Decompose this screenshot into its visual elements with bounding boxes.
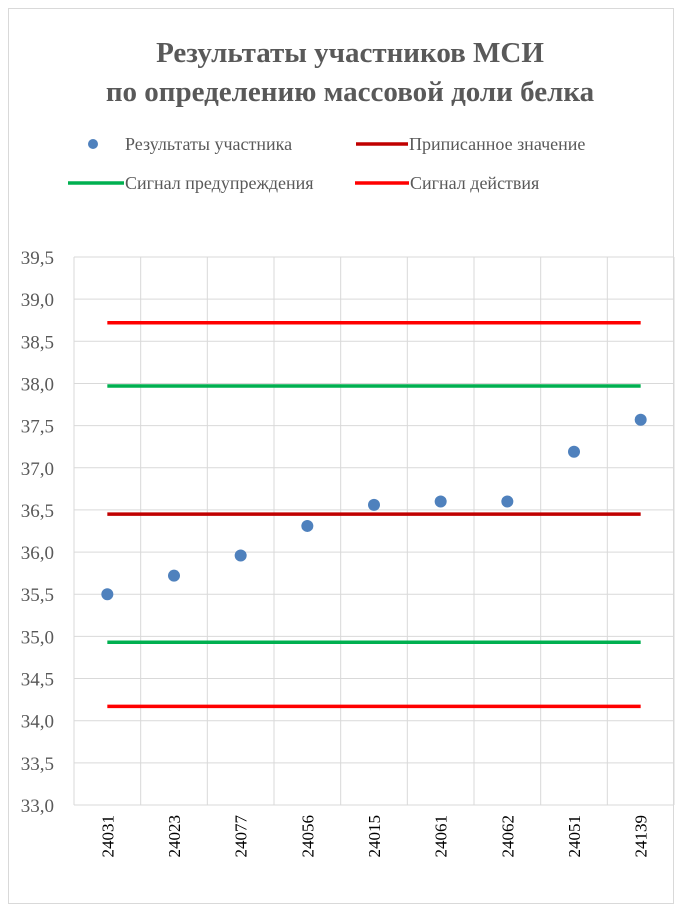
x-tick-label: 24023 — [165, 815, 184, 858]
legend-label-assigned: Приписанное значение — [409, 134, 585, 154]
plot-grid — [73, 256, 675, 806]
x-tick-label: 24077 — [232, 815, 251, 858]
x-tick-label: 24139 — [632, 815, 651, 858]
x-tick-label: 24051 — [565, 815, 584, 858]
data-point — [301, 519, 314, 532]
x-tick-label: 24056 — [298, 815, 317, 858]
y-tick-label: 35,5 — [21, 585, 54, 606]
x-tick-label: 24061 — [432, 815, 451, 858]
x-tick-label: 24031 — [98, 815, 117, 858]
y-tick-label: 37,0 — [21, 459, 54, 480]
data-point — [234, 549, 247, 562]
data-point — [568, 445, 580, 458]
chart-title-line-1: Результаты участников МСИ — [156, 37, 544, 69]
data-point — [168, 569, 180, 582]
y-tick-label: 39,5 — [21, 248, 54, 269]
x-tick-label: 24015 — [365, 815, 384, 858]
legend: Результаты участника Приписанное значени… — [68, 134, 585, 193]
legend-marker-results — [88, 139, 98, 149]
legend-label-action: Сигнал действия — [410, 173, 539, 193]
y-tick-label: 39,0 — [21, 290, 54, 311]
y-tick-label: 33,0 — [21, 796, 54, 817]
y-tick-label: 38,5 — [21, 332, 54, 353]
y-tick-label: 33,5 — [21, 754, 54, 775]
legend-label-results: Результаты участника — [125, 134, 292, 154]
chart-title: Результаты участников МСИ по определению… — [106, 37, 595, 108]
data-point — [634, 413, 647, 426]
data-point — [101, 588, 114, 601]
reference-lines — [107, 321, 641, 709]
y-axis-tick-labels: 33,0 33,5 34,0 34,5 35,0 35,5 36,0 36,5 37,0 37,5… — [21, 248, 54, 817]
y-tick-label: 36,5 — [21, 501, 54, 522]
y-tick-label: 36,0 — [21, 543, 54, 564]
data-points — [101, 413, 647, 601]
data-point — [434, 495, 447, 508]
data-point — [501, 495, 514, 508]
x-axis-tick-labels: 24031 24023 24077 24056 24015 24061 24062 24051… — [98, 815, 650, 858]
y-tick-label: 38,0 — [21, 374, 54, 395]
data-point — [368, 498, 380, 511]
y-tick-label: 34,5 — [21, 670, 54, 691]
chart-title-line-2: по определению массовой доли белка — [106, 76, 595, 108]
legend-label-warning: Сигнал предупреждения — [125, 173, 314, 193]
x-tick-label: 24062 — [498, 815, 517, 858]
y-tick-label: 35,0 — [21, 627, 54, 648]
y-tick-label: 34,0 — [21, 712, 54, 733]
y-tick-label: 37,5 — [21, 417, 54, 438]
